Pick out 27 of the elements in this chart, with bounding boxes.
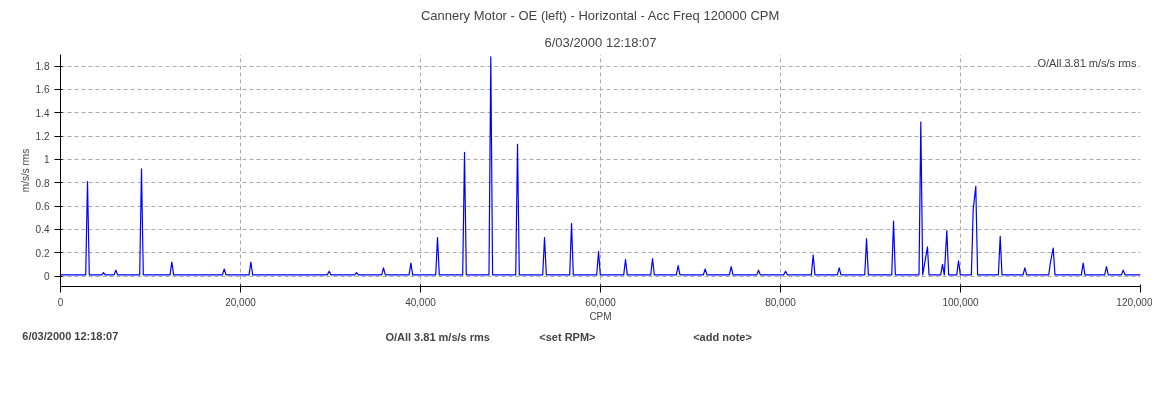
x-tick-label: 20,000 [225, 296, 257, 308]
x-tick-label: 40,000 [405, 296, 437, 308]
chart-subtitle: 6/03/2000 12:18:07 [544, 34, 657, 50]
y-tick-label: 0.4 [35, 224, 50, 236]
annotation: O/All 3.81 m/s/s rms [1037, 56, 1137, 69]
y-tick-label: 1.4 [35, 107, 50, 119]
y-tick-label: 0.6 [35, 201, 50, 213]
text: <add note> [693, 330, 752, 343]
text: 6/03/2000 12:18:07 [22, 330, 119, 342]
text: <set RPM> [539, 330, 596, 343]
text: O/All 3.81 m/s/s rms [385, 330, 490, 343]
x-tick-label: 120,000 [1116, 296, 1153, 308]
y-tick-label: 0.8 [35, 177, 50, 189]
x-tick-label: 80,000 [765, 296, 797, 308]
line-series [60, 56, 1141, 276]
x-tick-label: 100,000 [942, 296, 980, 308]
y-tick-label: 1 [43, 154, 50, 166]
x-tick-label: 0 [57, 296, 64, 308]
y-tick-label: 1.6 [35, 84, 50, 96]
y-tick-label: 1.8 [35, 61, 50, 73]
chart-title: Cannery Motor - OE (left) - Horizontal - Acc Freq 120000 CPM [420, 7, 780, 23]
x-tick-label: 60,000 [585, 296, 617, 308]
y-axis-title: m/s/s rms [19, 148, 31, 193]
y-tick-label: 1.2 [35, 131, 50, 143]
y-tick-label: 0.2 [35, 247, 50, 259]
y-tick-label: 0 [43, 271, 50, 283]
x-axis-title: CPM [589, 310, 612, 322]
